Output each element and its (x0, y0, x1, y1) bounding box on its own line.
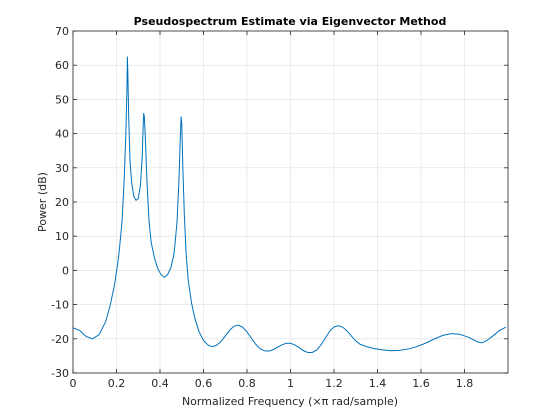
y-axis-label: Power (dB) (36, 172, 49, 232)
x-tick-label: 1.2 (325, 377, 343, 390)
y-tick-label: -20 (51, 333, 69, 346)
plot-frame (72, 30, 509, 374)
power-spectrum-line (72, 56, 507, 353)
x-tick-label: 0 (70, 377, 77, 390)
grid-lines (72, 30, 508, 374)
y-tick-label: 60 (55, 59, 69, 72)
y-tick-label: -30 (51, 367, 69, 380)
chart-title: Pseudospectrum Estimate via Eigenvector … (134, 15, 447, 28)
x-tick-label: 0.8 (238, 377, 256, 390)
x-tick-label: 1.6 (412, 377, 430, 390)
x-tick-label: 1.8 (456, 377, 474, 390)
x-tick-label: 0.2 (108, 377, 126, 390)
x-axis-label: Normalized Frequency (×π rad/sample) (182, 395, 398, 408)
x-tick-label: 0.6 (195, 377, 213, 390)
x-tick-label: 0.4 (151, 377, 169, 390)
y-tick-label: 40 (55, 128, 69, 141)
y-tick-label: 0 (62, 264, 69, 277)
y-tick-label: 70 (55, 25, 69, 38)
y-tick-label: -10 (51, 299, 69, 312)
x-tick-label: 1 (287, 377, 294, 390)
y-tick-label: 50 (55, 93, 69, 106)
y-tick-label: 10 (55, 230, 69, 243)
x-tick-labels: 0 0.2 0.4 0.6 0.8 1 1.2 1.4 1.6 1.8 (70, 377, 474, 390)
y-tick-label: 30 (55, 162, 69, 175)
x-tick-label: 1.4 (369, 377, 387, 390)
y-tick-label: 20 (55, 196, 69, 209)
y-tick-labels: -30 -20 -10 0 10 20 30 40 50 60 70 (51, 25, 69, 380)
